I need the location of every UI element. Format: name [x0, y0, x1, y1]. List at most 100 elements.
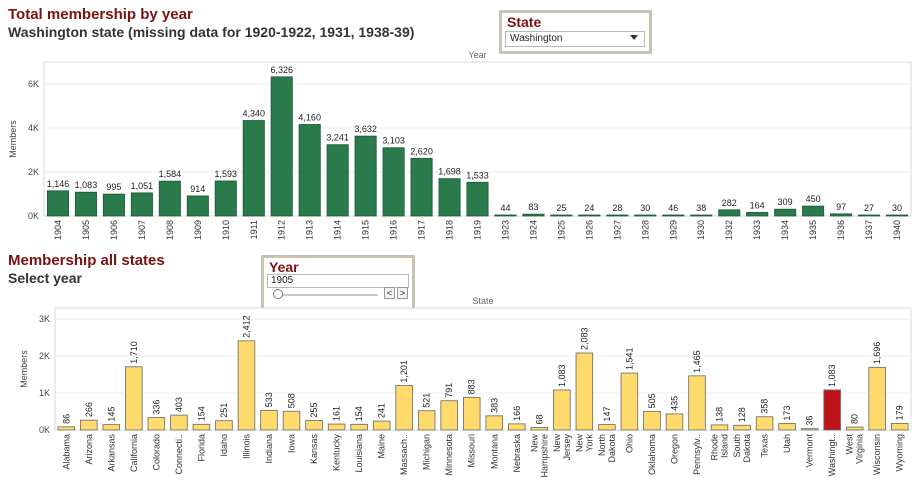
- data-label: 1,584: [159, 169, 182, 179]
- x-tick-label: 1937: [864, 220, 874, 240]
- bar: [830, 213, 853, 217]
- x-tick-label: Minnesota: [444, 434, 454, 476]
- data-label: 166: [512, 406, 522, 421]
- data-label: 1,146: [47, 179, 70, 189]
- x-tick-label: New: [574, 434, 584, 453]
- data-label: 1,698: [438, 167, 461, 177]
- data-label: 1,533: [466, 170, 489, 180]
- data-label: 68: [534, 414, 544, 424]
- bar: [746, 211, 769, 217]
- bar: [417, 410, 436, 431]
- y-tick-label: 2K: [28, 167, 39, 177]
- bar: [885, 214, 909, 217]
- year-slider-handle[interactable]: [273, 289, 283, 299]
- x-tick-label: Nebraska: [512, 434, 522, 473]
- data-label: 83: [528, 202, 538, 212]
- data-label: 147: [602, 407, 612, 422]
- x-tick-label: 1930: [696, 220, 706, 240]
- bar: [327, 423, 346, 431]
- bar: [823, 389, 841, 431]
- bar: [868, 366, 886, 431]
- x-tick-label: 1918: [445, 220, 455, 240]
- y-tick-label: 0K: [39, 425, 50, 435]
- bar: [643, 410, 661, 431]
- y-tick-label: 3K: [39, 314, 50, 324]
- data-label: 4,160: [298, 112, 321, 122]
- bar: [372, 420, 391, 431]
- year-input[interactable]: 1905: [267, 274, 409, 288]
- x-tick-label: 1904: [53, 220, 63, 240]
- bar: [260, 409, 278, 431]
- x-tick-label: Maine: [377, 434, 387, 459]
- data-label: 145: [106, 407, 116, 422]
- x-tick-label: Pennsylv..: [692, 434, 702, 475]
- bar: [578, 214, 601, 217]
- year-next-button[interactable]: >: [397, 287, 408, 299]
- bar: [710, 424, 729, 431]
- x-tick-label: 1914: [333, 220, 343, 240]
- x-tick-label: 1929: [668, 220, 678, 240]
- bar: [214, 180, 237, 217]
- bar: [270, 76, 293, 217]
- data-label: 266: [84, 402, 94, 417]
- x-tick-label: Rhode: [710, 434, 720, 461]
- data-label: 1,593: [215, 169, 238, 179]
- y-tick-label: 4K: [28, 123, 39, 133]
- bar: [800, 428, 819, 431]
- x-tick-label: 1917: [417, 220, 427, 240]
- data-label: 128: [737, 407, 747, 422]
- bar: [494, 214, 517, 217]
- x-tick-label: 1940: [892, 220, 902, 240]
- bar: [130, 192, 153, 217]
- bar: [440, 400, 458, 431]
- x-tick-label: California: [129, 434, 139, 472]
- data-label: 403: [174, 397, 184, 412]
- year-prev-button[interactable]: <: [384, 287, 395, 299]
- state-filter-title: State: [507, 14, 542, 30]
- x-tick-label: Virginia: [855, 434, 865, 464]
- data-label: 3,632: [354, 124, 377, 134]
- data-label: 508: [287, 393, 297, 408]
- x-tick-label: 1919: [473, 220, 483, 240]
- data-label: 86: [61, 414, 71, 424]
- bar: [57, 426, 75, 431]
- x-tick-label: Connecti..: [174, 434, 184, 475]
- state-dropdown[interactable]: Washington: [505, 31, 645, 47]
- data-label: 80: [850, 414, 860, 424]
- plot-area: [54, 307, 912, 431]
- data-label: 251: [219, 403, 229, 418]
- year-slider-track[interactable]: [274, 294, 378, 296]
- x-tick-label: Michigan: [422, 434, 432, 470]
- bar: [102, 424, 121, 431]
- x-tick-label: Dakota: [607, 434, 617, 463]
- x-tick-label: 1911: [249, 220, 259, 239]
- x-tick-label: 1907: [137, 220, 147, 240]
- bar: [305, 420, 323, 431]
- data-label: 309: [778, 197, 793, 207]
- x-tick-label: Alabama: [61, 434, 71, 470]
- data-label: 450: [806, 194, 821, 204]
- bar: [326, 144, 349, 217]
- data-label: 336: [151, 400, 161, 415]
- data-label: 1,083: [827, 364, 837, 387]
- data-label: 521: [422, 393, 432, 408]
- year-filter-title: Year: [269, 259, 299, 275]
- data-label: 30: [640, 203, 650, 213]
- data-label: 914: [190, 184, 205, 194]
- bar: [237, 340, 256, 431]
- data-label: 154: [354, 406, 364, 421]
- data-label: 255: [309, 403, 319, 418]
- x-tick-label: 1916: [389, 220, 399, 240]
- bar: [718, 209, 741, 217]
- x-tick-label: North: [597, 434, 607, 456]
- bar: [620, 372, 639, 431]
- data-label: 28: [612, 203, 622, 213]
- x-tick-label: South: [732, 434, 742, 458]
- data-label: 791: [444, 383, 454, 398]
- x-tick-label: 1924: [528, 220, 538, 240]
- bar: [575, 352, 594, 431]
- bar: [508, 423, 526, 431]
- bar: [690, 214, 713, 217]
- x-tick-label: Arizona: [84, 434, 94, 465]
- data-label: 1,465: [692, 350, 702, 373]
